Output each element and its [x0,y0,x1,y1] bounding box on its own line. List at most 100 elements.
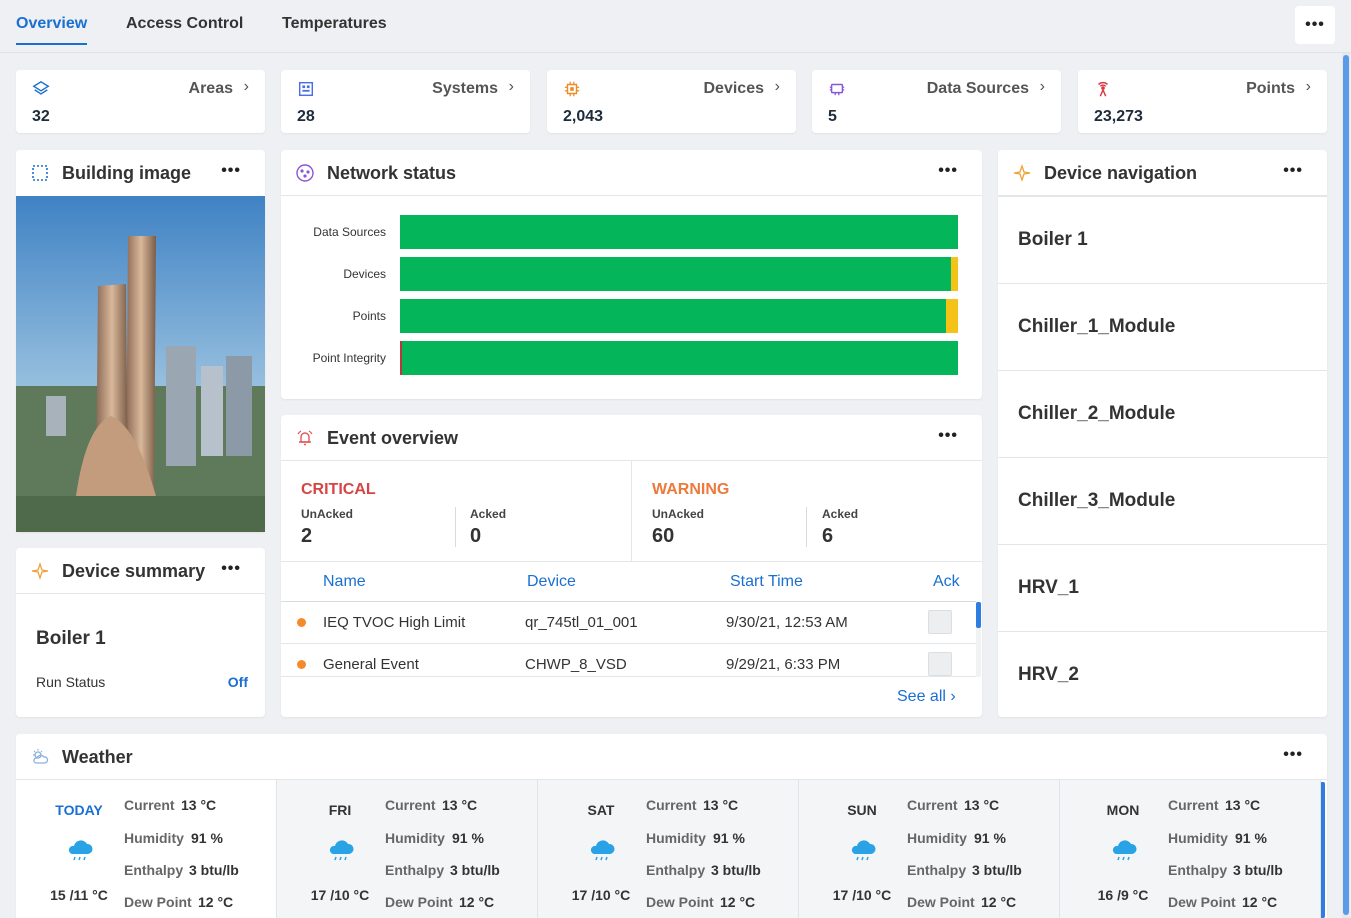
see-all-label: See all [897,688,946,705]
weather-day-column: SAT 17 /10 °C Current 13 °C Humidity 91 … [538,780,799,918]
scrollbar-thumb[interactable] [976,602,981,628]
critical-title: CRITICAL [301,481,376,498]
card-header: Device summary ••• [16,548,265,594]
stat-value: 28 [297,108,315,125]
run-status-value: Off [227,674,248,690]
network-bar [400,215,958,249]
weather-current-value: 13 °C [181,797,217,813]
device-nav-label: Boiler 1 [1018,229,1088,250]
warning-unacked-count[interactable]: 60 [652,525,675,547]
weather-temp-range: 17 /10 °C [571,887,631,903]
device-nav-item[interactable]: Chiller_2_Module [998,370,1327,457]
weather-temp-range: 17 /10 °C [832,887,892,903]
critical-acked-count[interactable]: 0 [470,525,482,547]
device-nav-label: HRV_1 [1018,577,1079,598]
column-header-device[interactable]: Device [527,573,576,590]
column-header-start-time[interactable]: Start Time [730,573,803,590]
weather-current-label: Current [1168,797,1219,813]
critical-unacked-count[interactable]: 2 [301,525,313,547]
tab-temperatures[interactable]: Temperatures [282,15,387,32]
weather-enthalpy-label: Enthalpy [1168,862,1228,878]
weather-dew-point-value: 12 °C [981,894,1017,910]
chevron-right-icon: › [508,78,514,95]
stat-card-points[interactable]: Points › 23,273 [1078,70,1327,133]
weather-dew-point-label: Dew Point [907,894,975,910]
card-more-button[interactable]: ••• [221,162,241,179]
weather-enthalpy-label: Enthalpy [124,862,184,878]
device-nav-item[interactable]: HRV_1 [998,544,1327,631]
card-more-button[interactable]: ••• [938,427,958,444]
warning-acked-count[interactable]: 6 [822,525,834,547]
column-header-ack[interactable]: Ack [933,573,960,590]
card-more-button[interactable]: ••• [1283,162,1303,179]
ack-checkbox[interactable] [928,652,952,676]
tab-access-control[interactable]: Access Control [126,15,244,32]
critical-acked-label: Acked [470,507,507,521]
ack-checkbox[interactable] [928,610,952,634]
network-row-label: Data Sources [313,225,386,239]
weather-current-value: 13 °C [703,797,739,813]
weather-humidity-value: 91 % [974,830,1006,846]
device-nav-label: HRV_2 [1018,664,1079,685]
see-all-link[interactable]: See all › [897,688,956,706]
stat-label: Areas [188,80,233,97]
weather-humidity-label: Humidity [907,830,967,846]
card-header: Device navigation ••• [998,150,1327,196]
weather-dew-point-label: Dew Point [385,894,453,910]
card-more-button[interactable]: ••• [938,162,958,179]
weather-icon [33,749,49,764]
weather-day: FRI [328,802,352,818]
card-more-button[interactable]: ••• [1283,746,1303,763]
navigation-icon [1013,163,1031,183]
scrollbar-track[interactable] [976,602,981,677]
system-icon [298,81,314,97]
rain-cloud-icon [590,840,615,861]
weather-day-column: FRI 17 /10 °C Current 13 °C Humidity 91 … [277,780,538,918]
table-row[interactable]: IEQ TVOC High Limit qr_745tl_01_001 9/30… [281,602,976,644]
tab-bar: Overview Access Control Temperatures ••• [0,0,1351,53]
card-header: Event overview ••• [281,415,982,461]
device-nav-item[interactable]: Chiller_3_Module [998,457,1327,544]
page-scrollbar-track[interactable] [1342,53,1350,918]
weather-temp-range: 15 /11 °C [50,887,108,903]
divider [281,561,982,562]
weather-enthalpy-value: 3 btu/lb [1233,862,1283,878]
chevron-right-icon: › [1039,78,1045,95]
weather-current-label: Current [646,797,697,813]
weather-enthalpy-label: Enthalpy [646,862,706,878]
network-row-label: Point Integrity [312,351,386,365]
rain-cloud-icon [329,840,354,861]
device-nav-label: Chiller_1_Module [1018,316,1176,337]
weather-humidity-label: Humidity [124,830,184,846]
card-more-button[interactable]: ••• [221,560,241,577]
card-title: Device summary [62,561,206,581]
tab-overview[interactable]: Overview [16,15,88,45]
weather-dew-point-value: 12 °C [198,894,234,910]
warning-acked-label: Acked [822,507,859,521]
device-nav-item[interactable]: Boiler 1 [998,196,1327,283]
rain-cloud-icon [1112,840,1137,861]
network-icon [296,164,314,182]
stat-card-data-sources[interactable]: Data Sources › 5 [812,70,1061,133]
stat-card-areas[interactable]: Areas › 32 [16,70,265,133]
weather-dew-point-value: 12 °C [459,894,495,910]
device-nav-item[interactable]: Chiller_1_Module [998,283,1327,370]
weather-day: SAT [587,802,615,818]
column-header-name[interactable]: Name [323,573,366,590]
card-title: Network status [327,163,457,183]
network-bar-warn [950,257,958,291]
chevron-right-icon: › [243,78,249,95]
stat-card-systems[interactable]: Systems › 28 [281,70,530,133]
warning-title: WARNING [652,481,730,498]
device-nav-item[interactable]: HRV_2 [998,631,1327,717]
table-row[interactable]: General Event CHWP_8_VSD 9/29/21, 6:33 P… [281,644,976,677]
device-navigation-card: Device navigation ••• Boiler 1 Chiller_1… [998,150,1327,717]
weather-day: TODAY [55,802,103,818]
weather-humidity-value: 91 % [191,830,223,846]
scrollbar-thumb[interactable] [1320,782,1325,918]
page-scrollbar-thumb[interactable] [1343,55,1349,915]
page-more-button[interactable]: ••• [1295,6,1335,44]
card-title: Event overview [327,428,459,448]
stat-card-devices[interactable]: Devices › 2,043 [547,70,796,133]
card-header: Building image ••• [16,150,265,196]
